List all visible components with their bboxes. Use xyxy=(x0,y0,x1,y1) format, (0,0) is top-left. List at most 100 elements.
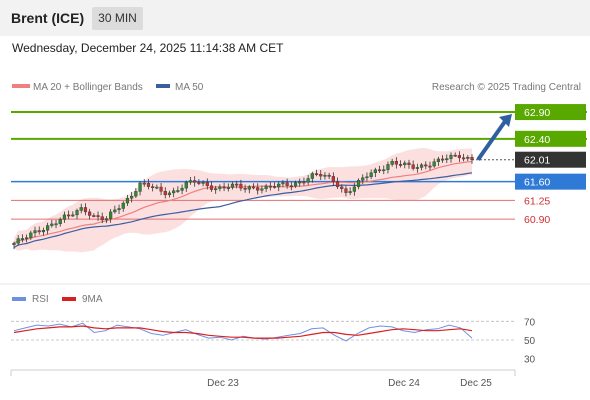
bollinger-bands xyxy=(14,148,472,253)
rsi-ma-legend-label: 9MA xyxy=(82,294,103,305)
candle-body xyxy=(62,214,67,220)
candle-body xyxy=(306,178,310,183)
candle-body xyxy=(96,215,100,217)
candle-body xyxy=(113,209,117,213)
candle-body xyxy=(146,183,151,187)
current-price-label-text: 62.01 xyxy=(524,155,550,167)
candle-body xyxy=(323,174,327,177)
candle-body xyxy=(466,157,470,159)
candle-body xyxy=(449,154,453,159)
candle-body xyxy=(293,182,298,187)
candle-body xyxy=(218,186,222,189)
timeframe-button[interactable]: 30 MIN xyxy=(92,7,143,30)
candle-body xyxy=(235,183,239,186)
candle-body xyxy=(394,161,398,165)
candle-body xyxy=(390,161,394,165)
candle-body xyxy=(428,165,432,168)
candle-body xyxy=(184,182,188,189)
candle-body xyxy=(432,161,436,167)
candle-body xyxy=(172,190,176,194)
candle-body xyxy=(25,237,29,240)
candle-body xyxy=(256,187,260,191)
candle-body xyxy=(369,172,373,177)
candle-body xyxy=(100,216,104,221)
candle-body xyxy=(461,157,466,160)
candle-body xyxy=(440,158,445,161)
candle-body xyxy=(365,176,369,179)
candle-body xyxy=(138,182,142,192)
candle-body xyxy=(243,187,247,190)
candle-body xyxy=(251,186,256,189)
candle-body xyxy=(214,188,218,191)
time-axis-label: Dec 24 xyxy=(388,378,420,389)
candle-body xyxy=(415,167,419,169)
candle-body xyxy=(104,218,109,221)
candles xyxy=(12,151,474,250)
candle-body xyxy=(272,186,277,188)
candle-body xyxy=(268,185,272,188)
candle-body xyxy=(88,211,92,216)
candle-body xyxy=(193,180,197,183)
candle-body xyxy=(277,183,281,188)
candle-body xyxy=(348,191,352,193)
ma50-legend-label: MA 50 xyxy=(175,82,204,93)
ma50-legend-swatch xyxy=(156,84,170,88)
candle-body xyxy=(67,214,71,217)
candle-body xyxy=(356,180,361,188)
resistance-label-bg xyxy=(515,130,586,147)
rsi-tick-label: 30 xyxy=(524,355,536,366)
candle-body xyxy=(79,207,83,211)
current-price-label: 62.01 xyxy=(515,151,586,168)
candle-body xyxy=(117,208,121,211)
candle-body xyxy=(407,162,411,165)
ma20-legend-label: MA 20 + Bollinger Bands xyxy=(33,82,143,93)
candle-body xyxy=(159,186,163,192)
projection-arrow xyxy=(476,114,512,161)
candle-body xyxy=(16,238,20,244)
rsi-tick-label: 70 xyxy=(524,317,536,328)
candle-body xyxy=(239,183,243,189)
support-label-text: 60.90 xyxy=(524,214,550,226)
resistance-label-text: 62.40 xyxy=(524,134,550,146)
candle-body xyxy=(289,185,293,188)
candle-body xyxy=(188,180,193,183)
candle-body xyxy=(121,202,125,209)
candle-body xyxy=(436,158,440,162)
resistance-label: 62.40 xyxy=(515,130,586,147)
candle-body xyxy=(205,182,209,186)
projection-arrow-shaft xyxy=(476,118,508,161)
candle-body xyxy=(281,182,285,185)
candle-body xyxy=(361,177,365,181)
candle-body xyxy=(319,174,323,177)
instrument-title: Brent (ICE) xyxy=(11,10,85,26)
candle-body xyxy=(230,183,235,188)
candle-body xyxy=(83,207,88,213)
candle-body xyxy=(331,176,335,182)
rsi-ma-legend-swatch xyxy=(62,297,76,301)
resistance-label-text: 62.90 xyxy=(524,107,550,119)
candle-body xyxy=(163,191,167,196)
candle-body xyxy=(151,186,155,188)
projection-arrowhead xyxy=(499,114,512,128)
support-label-text: 61.25 xyxy=(524,195,550,207)
rsi-legend-swatch xyxy=(12,297,26,301)
candle-body xyxy=(58,219,62,224)
candle-body xyxy=(134,191,138,197)
candle-body xyxy=(130,195,134,199)
resistance-label-bg xyxy=(515,104,586,121)
candle-body xyxy=(197,182,201,184)
candle-body xyxy=(377,169,382,172)
candle-body xyxy=(12,243,16,246)
candle-body xyxy=(75,210,79,216)
candle-body xyxy=(411,164,415,169)
candle-body xyxy=(41,230,46,233)
pivot-label-text: 61.60 xyxy=(524,177,550,189)
candle-body xyxy=(285,182,289,186)
candle-body xyxy=(109,211,113,219)
candle-body xyxy=(142,182,146,185)
candle-body xyxy=(33,230,37,234)
candle-body xyxy=(180,187,184,191)
candle-body xyxy=(264,185,268,190)
moving-averages xyxy=(13,161,473,249)
